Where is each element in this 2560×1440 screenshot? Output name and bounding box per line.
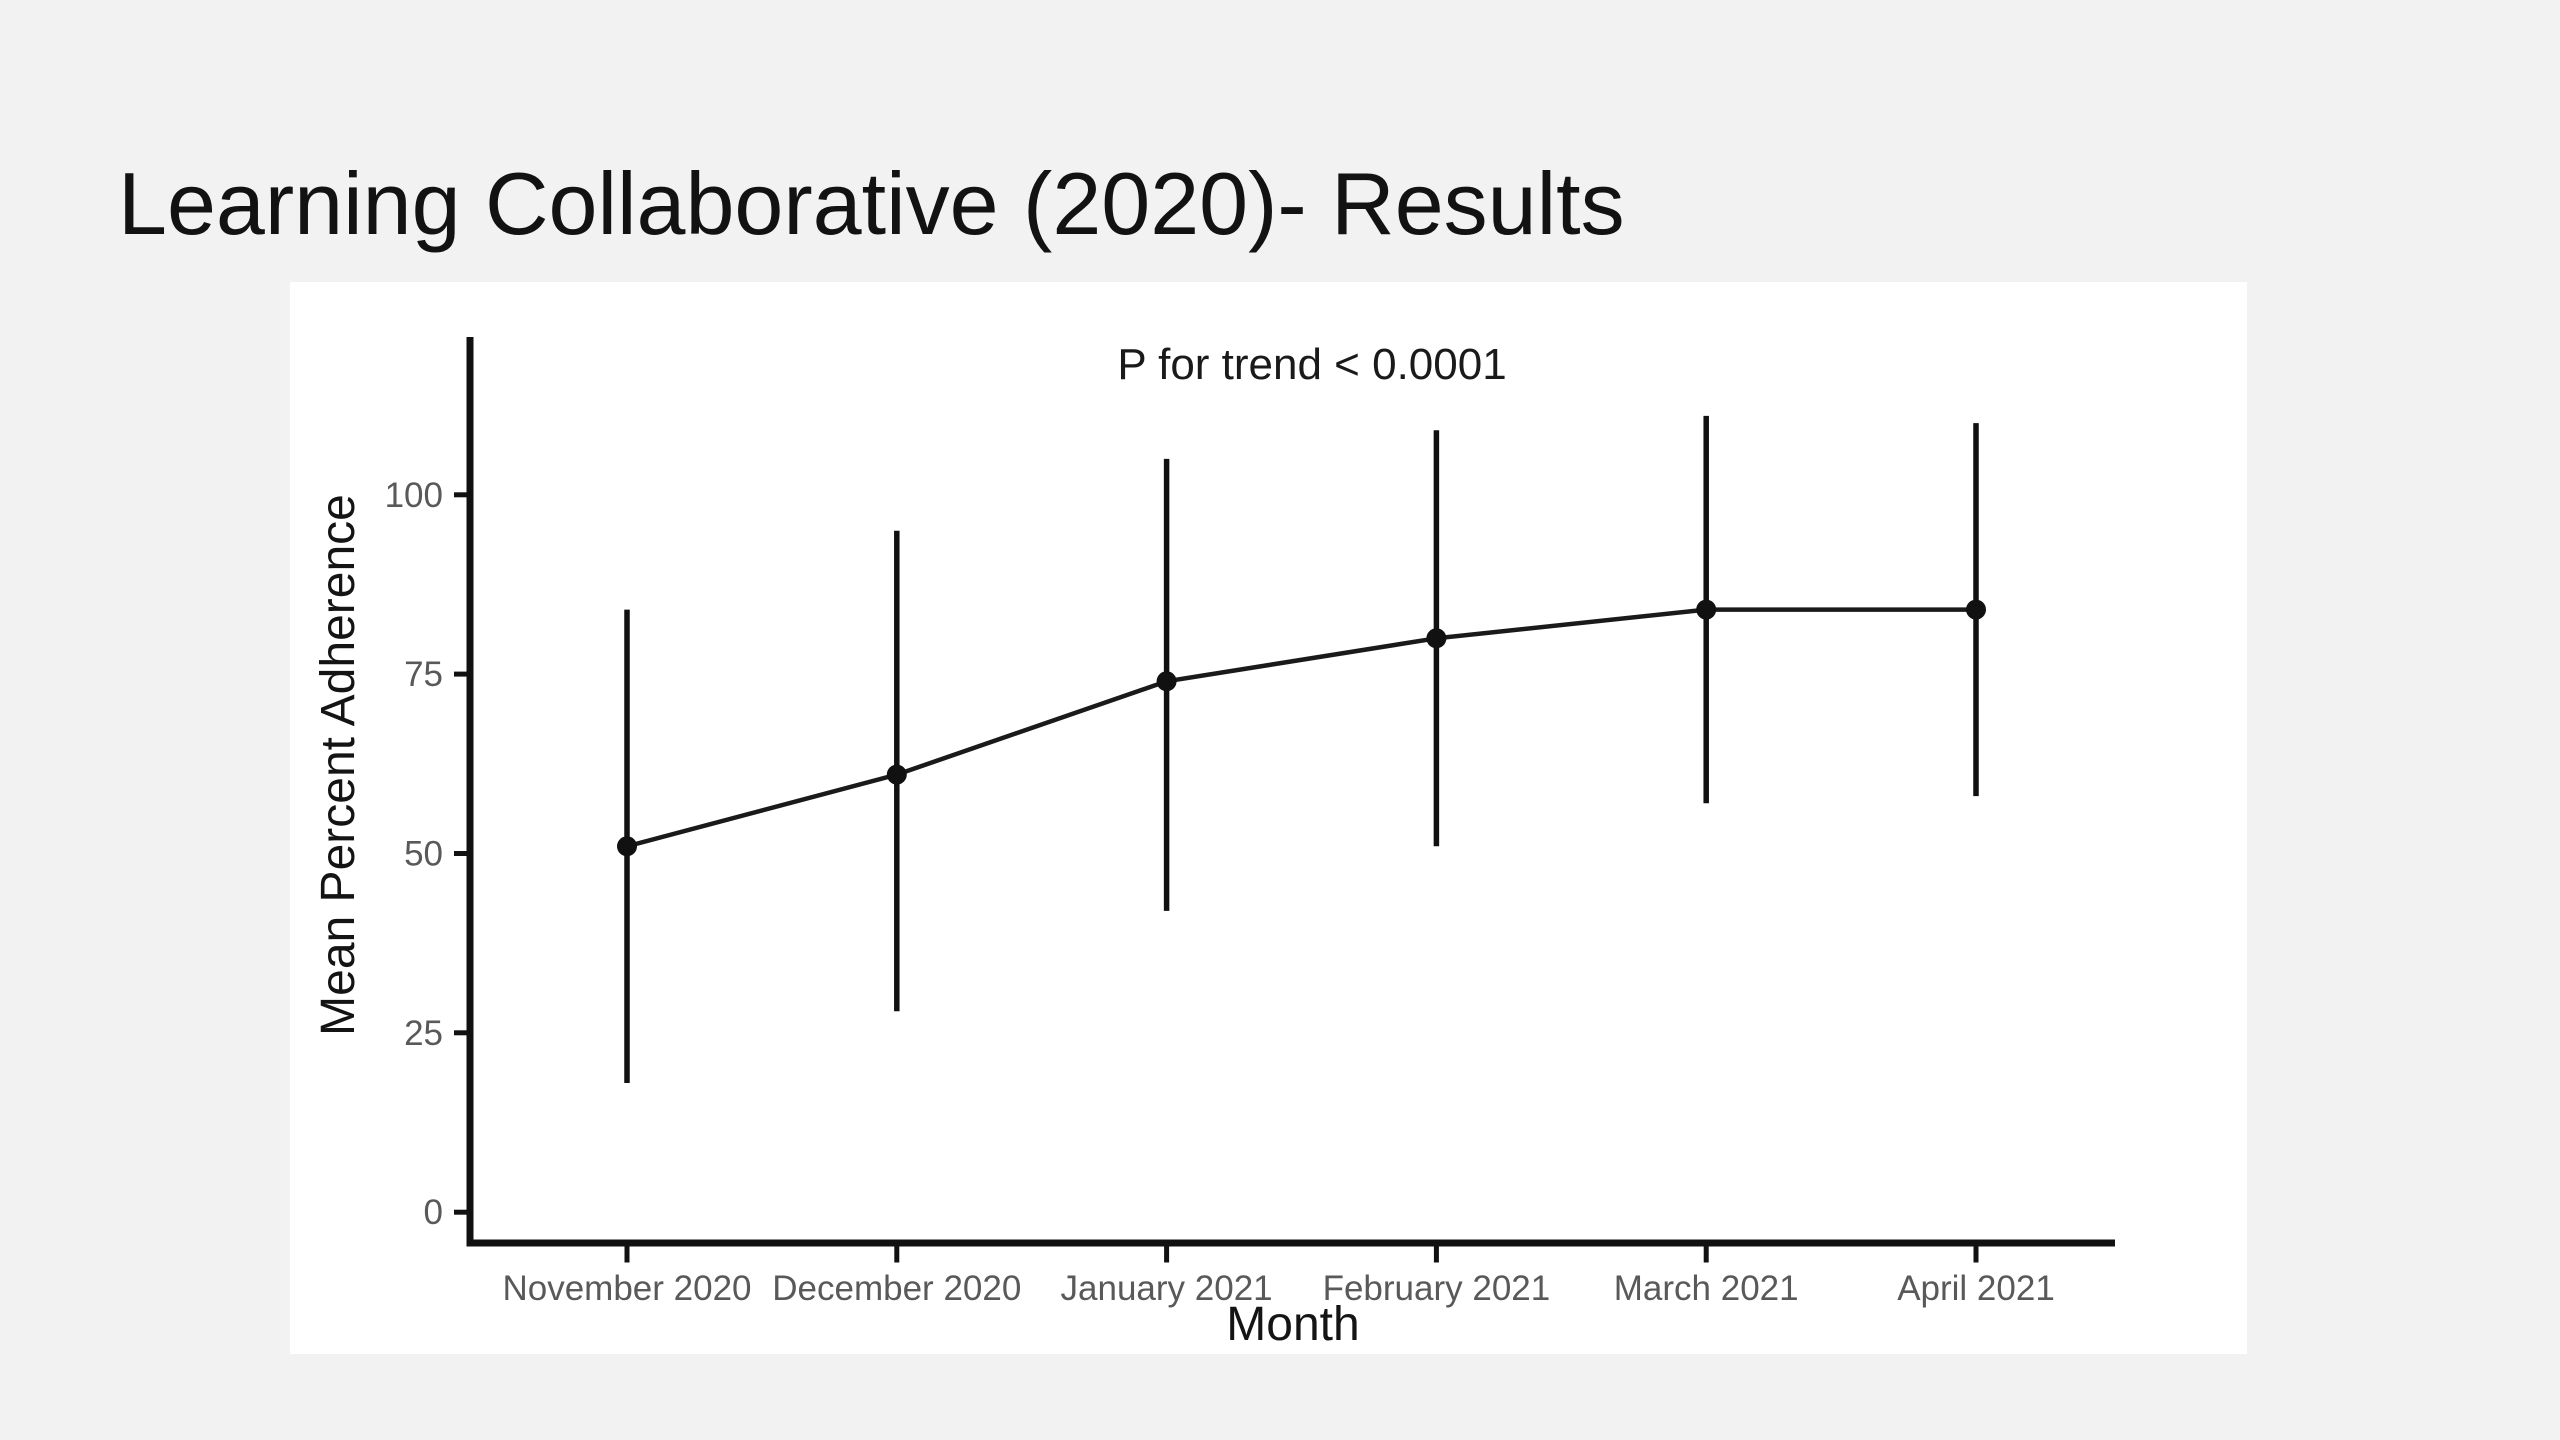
trend-line xyxy=(626,607,1976,849)
y-tick-label: 25 xyxy=(404,1014,443,1053)
y-tick-label: 50 xyxy=(404,835,443,874)
chart-panel: 0 25 50 75 100 November 2020 December 2020 Janu… xyxy=(290,282,2247,1354)
x-tick-label: February 2021 xyxy=(1323,1269,1551,1308)
data-point xyxy=(1966,599,1986,620)
x-tick-label: April 2021 xyxy=(1897,1269,2055,1308)
slide-title: Learning Collaborative (2020)- Results xyxy=(118,153,1625,253)
x-tick-label: January 2021 xyxy=(1061,1269,1273,1308)
y-tick-label: 100 xyxy=(385,476,443,515)
data-point xyxy=(886,764,907,785)
y-tick-label: 75 xyxy=(404,655,443,694)
data-point xyxy=(1696,599,1717,620)
p-for-trend-annotation: P for trend < 0.0001 xyxy=(1117,340,1506,389)
y-axis-title: Mean Percent Adherence xyxy=(312,494,365,1036)
data-point xyxy=(617,836,637,857)
data-point xyxy=(1426,628,1447,649)
y-tick-label: 0 xyxy=(424,1193,443,1232)
data-point xyxy=(1156,671,1177,692)
x-tick-label: March 2021 xyxy=(1614,1269,1799,1308)
x-tick-label: December 2020 xyxy=(772,1269,1021,1308)
x-axis-title: Month xyxy=(1226,1298,1359,1351)
x-tick-label: November 2020 xyxy=(502,1269,751,1308)
adherence-trend-chart: 0 25 50 75 100 November 2020 December 2020 Janu… xyxy=(312,337,2115,1351)
